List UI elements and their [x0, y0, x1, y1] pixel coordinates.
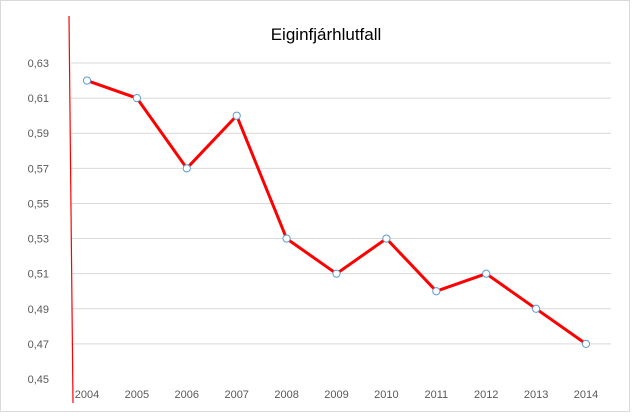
x-axis-tick-labels: 2004 2005 2006 2007 2008 2009 2010 2011 2012 2013…: [75, 389, 598, 401]
data-point-2012: [482, 269, 491, 278]
data-point-2006: [182, 164, 191, 173]
series-line: [86, 79, 587, 346]
x-tick-label: 2014: [574, 389, 598, 401]
data-point-2010: [382, 234, 391, 243]
x-tick-label: 2011: [424, 389, 448, 401]
y-tick-label: 0,59: [28, 128, 49, 140]
y-tick-label: 0,47: [28, 339, 49, 351]
x-tick-label: 2010: [374, 389, 398, 401]
x-tick-label: 2013: [524, 389, 548, 401]
y-axis-line: [68, 15, 74, 404]
y-tick-label: 0,61: [28, 93, 49, 105]
x-tick-label: 2012: [474, 389, 498, 401]
y-axis-tick-labels: 0,45 0,47 0,49 0,51 0,53 0,55 0,57 0,59 0,61 0,63: [28, 58, 49, 386]
x-tick-label: 2009: [324, 389, 348, 401]
y-tick-label: 0,57: [28, 163, 49, 175]
y-tick-label: 0,55: [28, 198, 49, 210]
y-tick-label: 0,53: [28, 234, 49, 246]
x-tick-label: 2008: [274, 389, 298, 401]
data-point-2013: [532, 304, 541, 313]
y-tick-label: 0,63: [28, 58, 49, 70]
y-tick-label: 0,51: [28, 269, 49, 281]
line-chart: 0,45 0,47 0,49 0,51 0,53 0,55 0,57 0,59 0,61 0,63…: [28, 15, 611, 404]
data-point-2009: [332, 269, 341, 278]
gridlines: [71, 62, 611, 345]
data-markers: [82, 76, 591, 348]
x-tick-label: 2005: [125, 389, 149, 401]
x-tick-label: 2004: [75, 389, 99, 401]
chart-frame: 0,45 0,47 0,49 0,51 0,53 0,55 0,57 0,59 0,61 0,63…: [0, 0, 630, 412]
chart-title: Eiginfjárhlutfall: [271, 25, 382, 44]
x-tick-label: 2006: [175, 389, 199, 401]
data-point-2011: [432, 287, 441, 296]
data-point-2007: [232, 111, 241, 120]
x-tick-label: 2007: [224, 389, 248, 401]
y-tick-label: 0,49: [28, 304, 49, 316]
data-point-2004: [82, 76, 92, 85]
data-point-2005: [132, 94, 141, 103]
data-point-2008: [282, 234, 291, 243]
data-point-2014: [581, 339, 591, 348]
y-tick-label: 0,45: [28, 374, 49, 386]
